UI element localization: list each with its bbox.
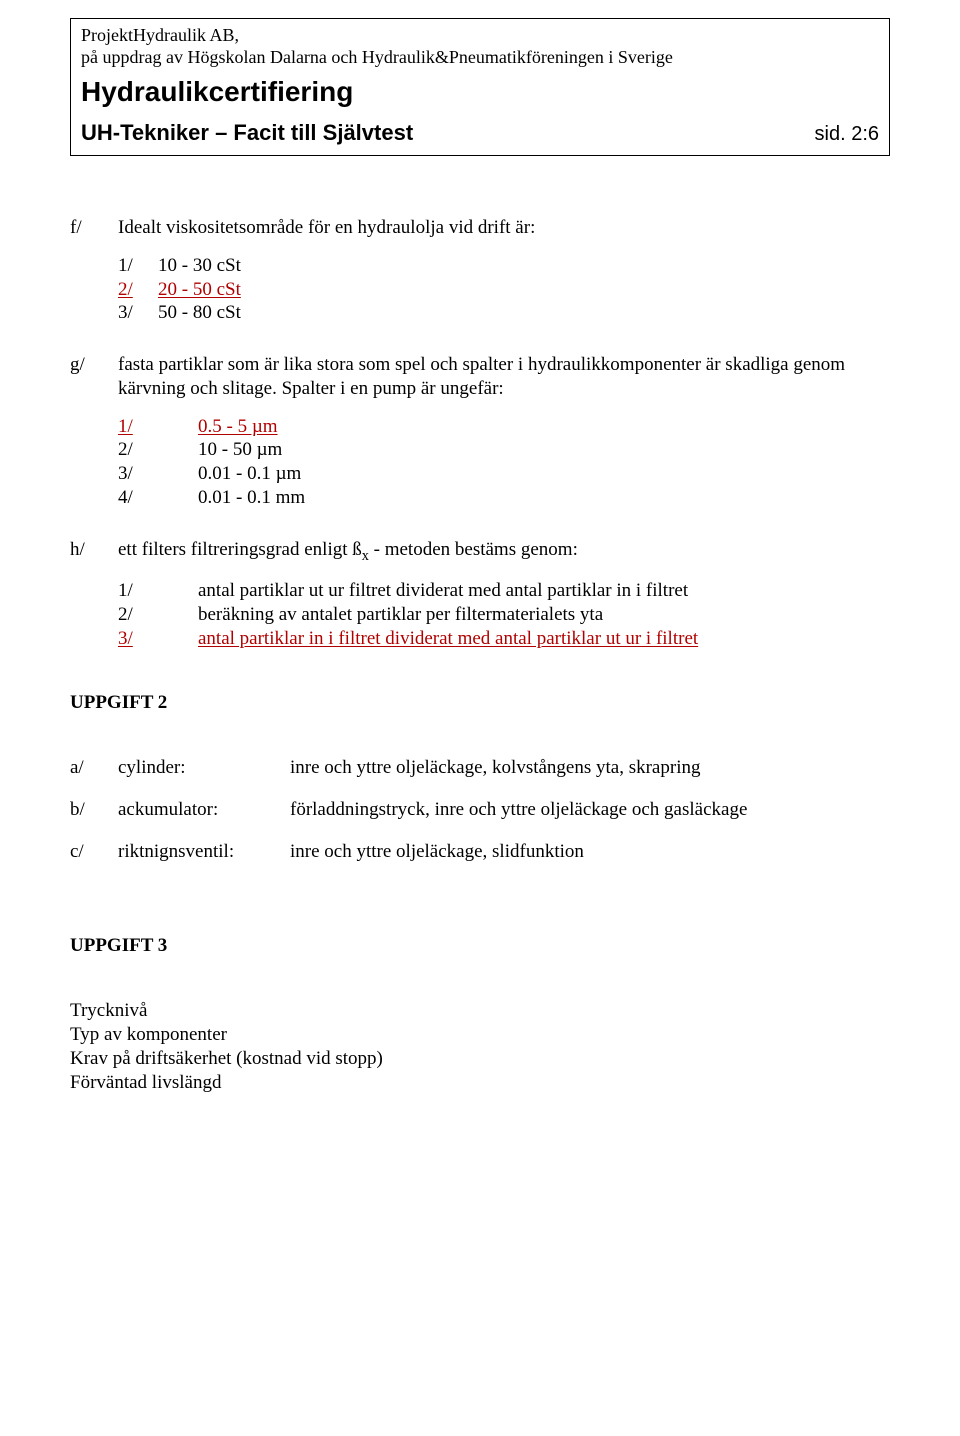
option-text: 0.01 - 0.1 mm: [198, 486, 305, 510]
option-row: 1/antal partiklar ut ur filtret dividera…: [118, 579, 890, 603]
option-list: 1/10 - 30 cSt2/20 - 50 cSt3/50 - 80 cSt: [118, 254, 890, 325]
definition-label: c/: [70, 840, 118, 864]
header-org-line2: på uppdrag av Högskolan Dalarna och Hydr…: [81, 47, 879, 69]
document-title: Hydraulikcertifiering: [81, 74, 879, 109]
option-text: 0.5 - 5 µm: [198, 415, 278, 439]
option-text: antal partiklar in i filtret dividerat m…: [198, 627, 698, 651]
option-row: 2/beräkning av antalet partiklar per fil…: [118, 603, 890, 627]
option-row: 1/10 - 30 cSt: [118, 254, 890, 278]
definition-row: c/riktnignsventil:inre och yttre oljeläc…: [70, 840, 890, 864]
definition-term: ackumulator:: [118, 798, 290, 822]
option-number: 3/: [118, 462, 198, 486]
option-text: antal partiklar ut ur filtret dividerat …: [198, 579, 688, 603]
header-sub-row: UH-Tekniker – Facit till Självtest sid. …: [81, 119, 879, 147]
option-number: 3/: [118, 627, 198, 651]
list-line: Typ av komponenter: [70, 1023, 890, 1047]
option-text: 20 - 50 cSt: [158, 278, 241, 302]
question-body: Idealt viskositetsområde för en hydraulo…: [118, 216, 890, 325]
option-row: 3/50 - 80 cSt: [118, 301, 890, 325]
option-number: 3/: [118, 301, 158, 325]
option-number: 1/: [118, 415, 198, 439]
definition-list: a/cylinder:inre och yttre oljeläckage, k…: [70, 756, 890, 863]
option-text: 0.01 - 0.1 µm: [198, 462, 301, 486]
question-label: g/: [70, 353, 118, 510]
option-text: 10 - 30 cSt: [158, 254, 241, 278]
definition-row: b/ackumulator:förladdningstryck, inre oc…: [70, 798, 890, 822]
option-number: 1/: [118, 254, 158, 278]
option-row: 2/10 - 50 µm: [118, 438, 890, 462]
header-box: ProjektHydraulik AB, på uppdrag av Högsk…: [70, 18, 890, 156]
question-body: fasta partiklar som är lika stora som sp…: [118, 353, 890, 510]
question-f: f/ Idealt viskositetsområde för en hydra…: [70, 216, 890, 325]
option-number: 2/: [118, 603, 198, 627]
question-body: ett filters filtreringsgrad enligt ßx - …: [118, 538, 890, 651]
option-number: 2/: [118, 278, 158, 302]
question-label: h/: [70, 538, 118, 651]
option-number: 1/: [118, 579, 198, 603]
definition-row: a/cylinder:inre och yttre oljeläckage, k…: [70, 756, 890, 780]
option-text: 50 - 80 cSt: [158, 301, 241, 325]
question-g: g/ fasta partiklar som är lika stora som…: [70, 353, 890, 510]
page-number: sid. 2:6: [815, 122, 879, 147]
definition-value: inre och yttre oljeläckage, kolvstångens…: [290, 756, 890, 780]
option-row: 1/0.5 - 5 µm: [118, 415, 890, 439]
question-h: h/ ett filters filtreringsgrad enligt ßx…: [70, 538, 890, 651]
document-page: ProjektHydraulik AB, på uppdrag av Högsk…: [0, 0, 960, 1436]
question-label: f/: [70, 216, 118, 325]
option-text: 10 - 50 µm: [198, 438, 282, 462]
section-heading-uppgift2: UPPGIFT 2: [70, 691, 890, 715]
definition-term: riktnignsventil:: [118, 840, 290, 864]
option-row: 4/0.01 - 0.1 mm: [118, 486, 890, 510]
text-list: TrycknivåTyp av komponenterKrav på drift…: [70, 999, 890, 1094]
header-org-line1: ProjektHydraulik AB,: [81, 25, 879, 47]
question-prompt: Idealt viskositetsområde för en hydraulo…: [118, 216, 890, 240]
document-subtitle: UH-Tekniker – Facit till Självtest: [81, 119, 413, 147]
option-row: 3/0.01 - 0.1 µm: [118, 462, 890, 486]
option-list: 1/0.5 - 5 µm2/10 - 50 µm3/0.01 - 0.1 µm4…: [118, 415, 890, 510]
definition-label: b/: [70, 798, 118, 822]
definition-value: förladdningstryck, inre och yttre oljelä…: [290, 798, 890, 822]
list-line: Krav på driftsäkerhet (kostnad vid stopp…: [70, 1047, 890, 1071]
option-number: 4/: [118, 486, 198, 510]
option-row: 3/antal partiklar in i filtret dividerat…: [118, 627, 890, 651]
definition-label: a/: [70, 756, 118, 780]
prompt-post: - metoden bestäms genom:: [369, 539, 578, 560]
prompt-pre: ett filters filtreringsgrad enligt ß: [118, 539, 362, 560]
question-prompt: fasta partiklar som är lika stora som sp…: [118, 353, 890, 401]
definition-value: inre och yttre oljeläckage, slidfunktion: [290, 840, 890, 864]
option-text: beräkning av antalet partiklar per filte…: [198, 603, 603, 627]
definition-term: cylinder:: [118, 756, 290, 780]
question-prompt: ett filters filtreringsgrad enligt ßx - …: [118, 538, 890, 566]
prompt-subscript: x: [362, 547, 369, 563]
option-number: 2/: [118, 438, 198, 462]
list-line: Trycknivå: [70, 999, 890, 1023]
option-list: 1/antal partiklar ut ur filtret dividera…: [118, 579, 890, 650]
option-row: 2/20 - 50 cSt: [118, 278, 890, 302]
list-line: Förväntad livslängd: [70, 1071, 890, 1095]
section-heading-uppgift3: UPPGIFT 3: [70, 934, 890, 958]
